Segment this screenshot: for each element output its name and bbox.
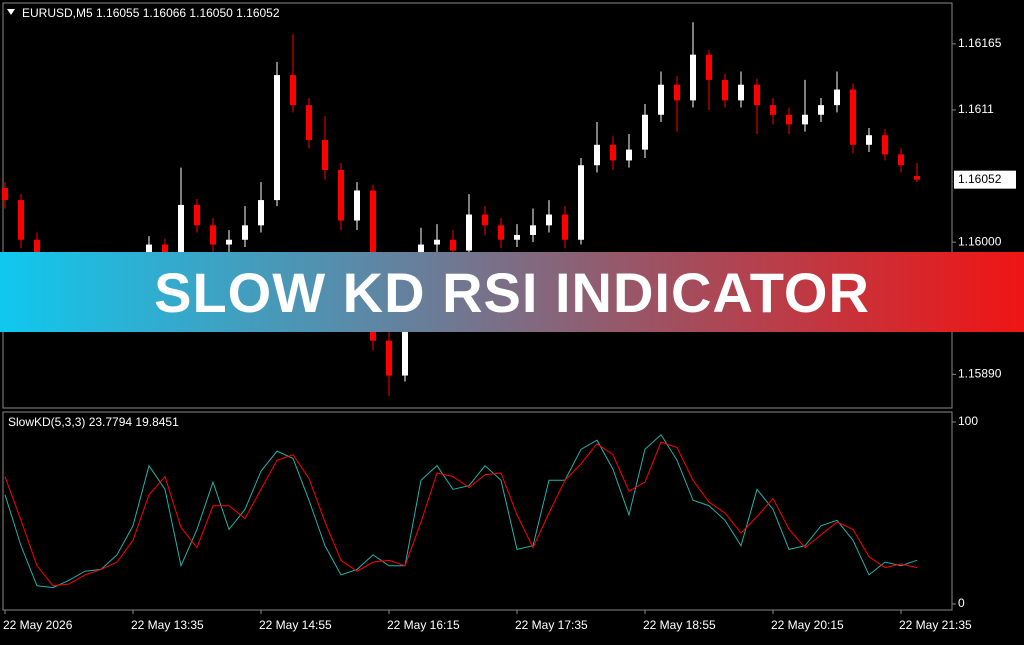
- candle-body: [802, 114, 808, 125]
- y-tick-label: 100: [958, 414, 978, 428]
- x-tick-label: 22 May 17:35: [515, 618, 588, 632]
- price-tag: 1.16052: [958, 172, 1002, 186]
- candle-body: [642, 114, 648, 150]
- candle-body: [498, 225, 504, 240]
- x-tick-label: 22 May 2026: [3, 618, 73, 632]
- price-tag-bg: [954, 170, 1016, 189]
- candle-body: [914, 176, 920, 180]
- banner: SLOW KD RSI INDICATOR: [0, 252, 1024, 332]
- candle-body: [2, 188, 8, 201]
- candle-body: [530, 225, 536, 235]
- y-tick-label: 1.15890: [958, 367, 1002, 381]
- x-tick-label: 22 May 13:35: [131, 618, 204, 632]
- candle-body: [722, 79, 728, 101]
- y-tick-label: 0: [958, 596, 965, 610]
- candle-body: [770, 105, 776, 115]
- candle-body: [898, 154, 904, 166]
- candle-body: [850, 89, 856, 145]
- x-tick-label: 22 May 14:55: [259, 618, 332, 632]
- candle-body: [882, 135, 888, 155]
- candle-body: [514, 234, 520, 240]
- main-panel: [2, 2, 953, 409]
- candle-body: [306, 105, 312, 141]
- candle-body: [786, 114, 792, 125]
- candle-body: [386, 340, 392, 376]
- candle-body: [242, 225, 248, 240]
- candle-body: [450, 239, 456, 251]
- candle-body: [434, 239, 440, 245]
- candle-body: [482, 214, 488, 226]
- menu-arrow[interactable]: [7, 9, 15, 15]
- candle-body: [402, 299, 408, 376]
- indicator-line: [4, 441, 918, 587]
- candle-body: [162, 244, 168, 256]
- candle-body: [194, 204, 200, 226]
- candle-body: [738, 84, 744, 101]
- candle-body: [34, 239, 40, 258]
- indicator-panel: [2, 411, 953, 611]
- candle-body: [178, 204, 184, 256]
- candle-body: [466, 214, 472, 251]
- candle-body: [322, 140, 328, 171]
- x-tick-label: 22 May 18:55: [643, 618, 716, 632]
- candle-body: [18, 200, 24, 240]
- candle-body: [290, 75, 296, 106]
- candle-body: [274, 75, 280, 201]
- candle-body: [626, 149, 632, 161]
- y-tick-label: 1.1611: [958, 102, 994, 116]
- indicator-line: [4, 433, 918, 589]
- candle-body: [706, 54, 712, 80]
- candle-body: [834, 89, 840, 106]
- candle-body: [226, 239, 232, 245]
- candle-body: [658, 84, 664, 115]
- x-tick-label: 22 May 21:35: [899, 618, 972, 632]
- candle-body: [354, 190, 360, 221]
- y-tick-label: 1.16000: [958, 234, 1002, 248]
- candle-body: [578, 165, 584, 240]
- candle-body: [866, 135, 872, 145]
- candle-body: [818, 105, 824, 115]
- candle-body: [594, 144, 600, 166]
- candle-body: [690, 54, 696, 101]
- candle-body: [674, 84, 680, 101]
- indicator-header: SlowKD(5,3,3) 23.7794 19.8451: [8, 415, 179, 429]
- x-tick-label: 22 May 20:15: [771, 618, 844, 632]
- candle-body: [338, 170, 344, 221]
- candle-body: [258, 200, 264, 226]
- candle-body: [754, 84, 760, 106]
- y-tick-label: 1.16165: [958, 36, 1002, 50]
- candle-body: [210, 225, 216, 245]
- candle-body: [562, 214, 568, 240]
- candle-body: [546, 214, 552, 226]
- candle-body: [610, 144, 616, 161]
- symbol-header: EURUSD,M5 1.16055 1.16066 1.16050 1.1605…: [22, 6, 280, 20]
- x-tick-label: 22 May 16:15: [387, 618, 460, 632]
